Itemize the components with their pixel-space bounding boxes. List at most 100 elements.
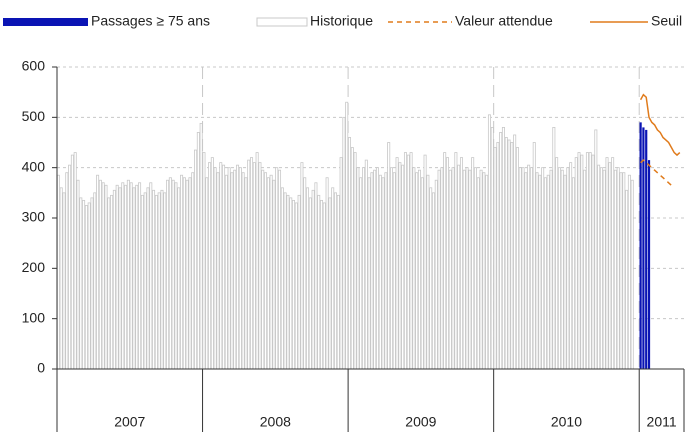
bar — [451, 167, 455, 370]
bar — [124, 184, 128, 370]
bar — [577, 152, 581, 370]
y-tick-label: 200 — [22, 259, 46, 275]
bar — [182, 177, 186, 370]
bar — [129, 182, 133, 370]
bar — [364, 159, 368, 370]
bar — [168, 177, 172, 370]
bar — [448, 169, 452, 370]
bar — [87, 202, 91, 370]
bar — [202, 152, 206, 370]
bar — [230, 172, 234, 370]
y-tick-label: 600 — [22, 58, 46, 74]
bar — [563, 174, 567, 370]
bar — [185, 179, 189, 370]
bar — [375, 167, 379, 370]
bar — [437, 169, 441, 370]
x-group-label: 2009 — [405, 414, 436, 430]
bar — [56, 174, 60, 370]
bar — [549, 169, 553, 370]
y-tick-label: 0 — [37, 360, 45, 376]
bar — [311, 189, 315, 370]
bar — [485, 174, 489, 370]
bar — [154, 194, 158, 370]
bar — [219, 162, 223, 370]
bar — [68, 164, 72, 370]
bar — [608, 162, 612, 370]
bar — [199, 122, 203, 370]
bar — [79, 197, 83, 370]
bar — [59, 187, 63, 370]
bar — [571, 177, 575, 370]
bar — [356, 167, 360, 370]
legend-swatch — [256, 17, 308, 27]
bar — [73, 152, 77, 370]
bar — [454, 152, 458, 370]
bar — [585, 152, 589, 370]
bar — [507, 139, 511, 370]
legend-label: Historique — [310, 13, 373, 29]
bar — [135, 184, 139, 370]
bar — [76, 179, 80, 370]
bar — [98, 179, 102, 370]
x-group-label: 2011 — [647, 414, 677, 430]
bar — [415, 172, 419, 370]
bar — [241, 172, 245, 370]
bar — [342, 116, 346, 370]
bar — [557, 167, 561, 370]
bar — [496, 142, 500, 370]
bar — [166, 179, 170, 370]
bar — [292, 199, 296, 370]
bar — [574, 157, 578, 370]
bar — [258, 162, 262, 370]
legend-swatch — [3, 18, 88, 26]
bar — [619, 172, 623, 370]
bar — [149, 182, 153, 370]
bar — [521, 167, 525, 370]
bar — [645, 129, 648, 369]
bar — [457, 164, 461, 370]
bar — [180, 174, 184, 370]
bar — [406, 154, 410, 370]
bar — [238, 167, 242, 370]
bar — [583, 169, 587, 370]
bar — [227, 167, 231, 370]
bar — [594, 129, 598, 370]
bar — [647, 160, 651, 369]
bar — [325, 177, 329, 370]
bar — [222, 164, 226, 370]
bar — [515, 147, 519, 370]
bar — [334, 192, 338, 370]
bar — [294, 202, 298, 370]
bar — [591, 154, 595, 370]
bar — [82, 199, 86, 370]
bar — [224, 174, 228, 370]
bar — [487, 114, 491, 370]
bar — [555, 157, 559, 370]
bar — [499, 132, 503, 370]
bar — [639, 122, 642, 369]
bar — [501, 127, 505, 370]
bar — [627, 174, 631, 370]
bar — [412, 167, 416, 370]
bar — [569, 162, 573, 370]
bar — [252, 162, 256, 370]
bar — [622, 172, 626, 370]
bar — [611, 157, 615, 370]
bar — [213, 167, 217, 370]
bar — [90, 197, 94, 370]
bar — [216, 172, 220, 370]
bar — [426, 174, 430, 370]
bar — [289, 197, 293, 370]
bar — [359, 177, 363, 370]
bar — [527, 164, 531, 370]
bar — [84, 205, 88, 370]
bar — [314, 182, 318, 370]
bar — [118, 187, 122, 370]
bar — [317, 194, 321, 370]
bar — [597, 164, 601, 370]
bar — [510, 142, 514, 370]
bar — [392, 172, 396, 370]
bar — [532, 142, 536, 370]
bar — [303, 177, 307, 370]
